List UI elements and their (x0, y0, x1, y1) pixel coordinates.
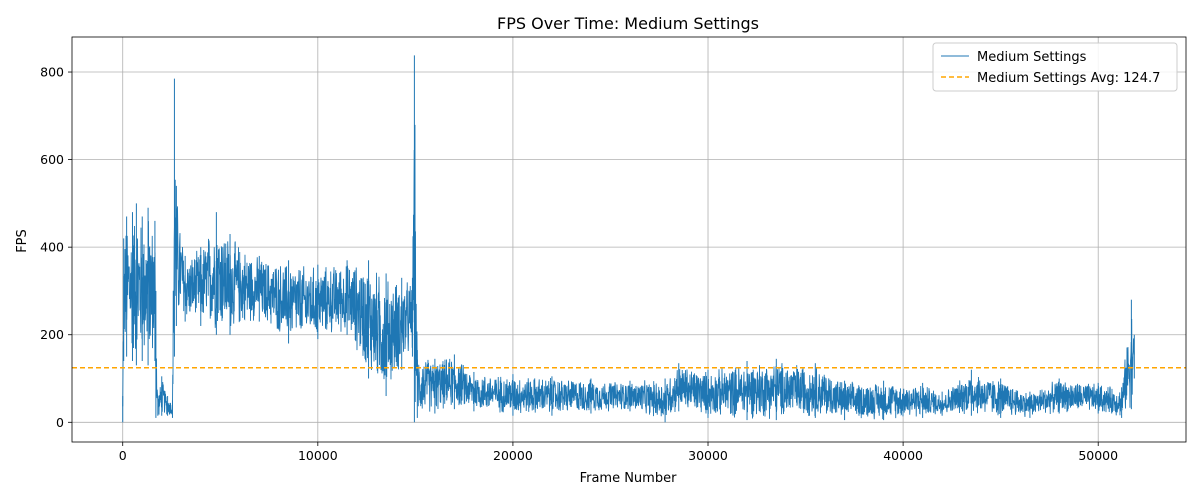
series-line-medium-settings (122, 124, 1135, 420)
y-tick-label: 400 (40, 240, 64, 255)
y-tick-label: 200 (40, 327, 64, 342)
legend-series-label: Medium Settings (977, 50, 1087, 65)
legend: Medium Settings Medium Settings Avg: 124… (932, 42, 1178, 92)
y-tick-label: 800 (40, 65, 64, 80)
x-tick-label: 10000 (298, 448, 338, 463)
chart-title: FPS Over Time: Medium Settings (497, 14, 759, 33)
x-tick-label: 40000 (883, 448, 923, 463)
y-tick-label: 0 (56, 415, 64, 430)
y-axis: 0 200 400 600 800 (40, 65, 72, 430)
plot-area (122, 55, 1135, 423)
x-tick-label: 20000 (493, 448, 533, 463)
axes-frame (71, 36, 1187, 443)
x-tick-label: 30000 (688, 448, 728, 463)
x-axis: 0 10000 20000 30000 40000 50000 (119, 442, 1118, 463)
x-tick-label: 0 (119, 448, 127, 463)
legend-average-label: Medium Settings Avg: 124.7 (977, 71, 1160, 86)
x-axis-label: Frame Number (580, 471, 678, 486)
x-tick-label: 50000 (1078, 448, 1118, 463)
legend-box (932, 42, 1178, 92)
y-tick-label: 600 (40, 152, 64, 167)
y-axis-label: FPS (15, 229, 30, 253)
